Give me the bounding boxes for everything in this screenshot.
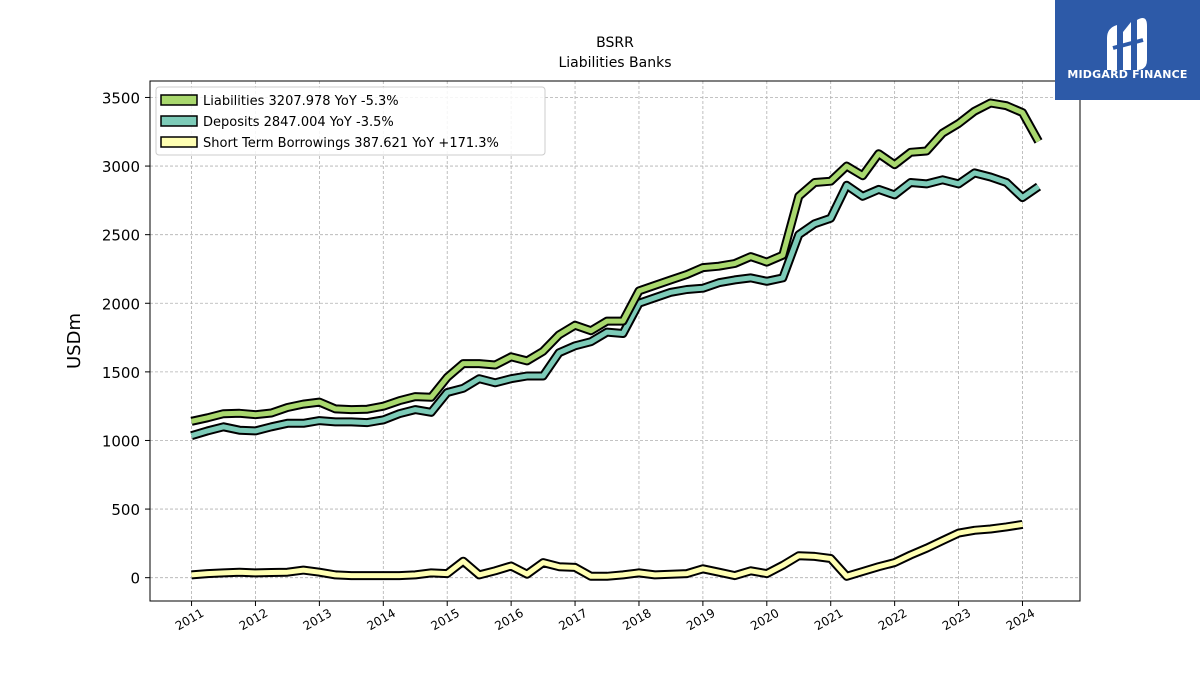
y-tick-label: 2000 (102, 295, 140, 313)
brand-logo: MIDGARD FINANCE (1055, 0, 1200, 100)
x-tick-label: 2020 (748, 606, 781, 633)
series-line-short-term-borrowings (191, 521, 1023, 579)
grid (150, 81, 1080, 601)
series-line-outline-deposits (190, 168, 1042, 441)
x-tick-label: 2014 (365, 606, 398, 633)
chart-subtitle: Liabilities Banks (558, 55, 671, 71)
x-tick-label: 2018 (620, 606, 653, 633)
x-tick-label: 2011 (173, 606, 206, 633)
y-tick-label: 1000 (102, 432, 140, 450)
legend-label-deposits: Deposits 2847.004 YoY -3.5% (203, 115, 394, 130)
y-tick-label: 3000 (102, 158, 140, 176)
legend-label-liabilities: Liabilities 3207.978 YoY -5.3% (203, 94, 399, 109)
x-tick-label: 2015 (428, 606, 461, 633)
x-tick-label: 2013 (301, 606, 334, 633)
x-tick-label: 2017 (556, 606, 589, 633)
axes: 0 500 1000 1500 2000 2500 3000 3500 2011 2012 2013… (102, 89, 1037, 633)
y-tick-label: 1500 (102, 364, 140, 382)
chart-title: BSRR (596, 35, 634, 51)
legend: Liabilities 3207.978 YoY -5.3% Deposits … (155, 86, 546, 156)
x-tick-label: 2016 (492, 606, 525, 633)
series-line-deposits (190, 170, 1040, 439)
x-tick-label: 2024 (1004, 606, 1037, 633)
x-tick-label: 2019 (684, 606, 717, 633)
x-tick-label: 2012 (237, 606, 270, 633)
brand-logo-icon (1107, 18, 1147, 70)
x-tick-label: 2022 (876, 606, 909, 633)
legend-swatch-short-term-borrowings (160, 136, 198, 148)
y-axis-label: USDm (64, 313, 85, 369)
brand-name: MIDGARD FINANCE (1067, 68, 1188, 81)
series-line-liabilities (190, 100, 1041, 424)
y-tick-label: 500 (111, 501, 140, 519)
x-tick-label: 2021 (812, 606, 845, 633)
plot-frame (149, 80, 1081, 602)
y-tick-label: 0 (130, 570, 140, 588)
x-tick-label: 2023 (940, 606, 973, 633)
legend-label-short-term-borrowings: Short Term Borrowings 387.621 YoY +171.3… (203, 136, 499, 151)
legend-swatch-liabilities (160, 94, 198, 106)
y-tick-label: 3500 (102, 89, 140, 107)
y-tick-label: 2500 (102, 227, 140, 245)
series-layer (190, 98, 1043, 581)
legend-box (155, 86, 546, 156)
legend-swatch-deposits (160, 115, 198, 127)
series-line-outline-short-term-borrowings (191, 519, 1024, 581)
